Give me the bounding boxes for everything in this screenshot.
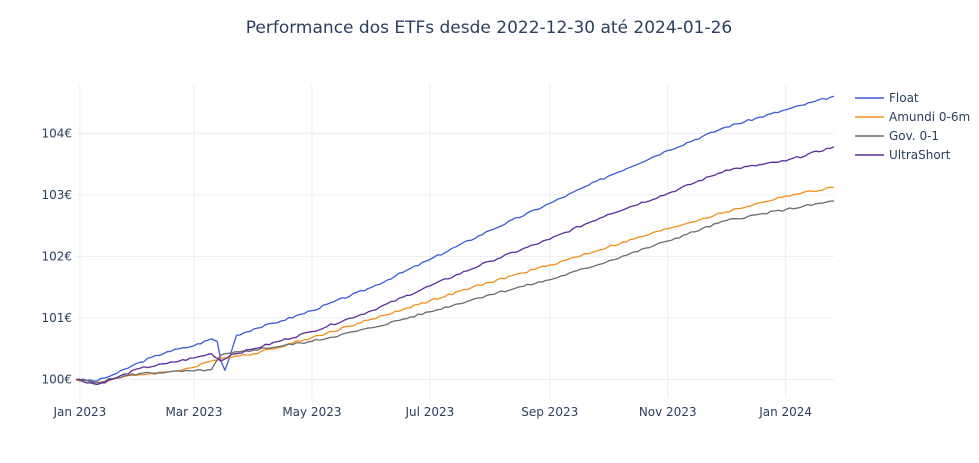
x-tick-label: Jan 2023 [52,405,106,419]
legend-item[interactable]: Amundi 0-6m [855,110,970,124]
legend-item[interactable]: UltraShort [855,148,951,162]
x-tick-label: Jul 2023 [404,405,454,419]
chart-title: Performance dos ETFs desde 2022-12-30 at… [246,18,732,38]
series-line-2 [75,200,835,384]
x-tick-label: Nov 2023 [639,405,697,419]
series-line-1 [75,186,835,384]
legend-label: Amundi 0-6m [889,110,970,124]
grid-layer [76,84,834,398]
legend-item[interactable]: Gov. 0-1 [855,129,939,143]
series-line-3 [75,146,835,386]
y-tick-label: 100€ [41,373,72,387]
series-line-0 [75,95,835,382]
legend-label: UltraShort [889,148,951,162]
y-tick-label: 103€ [41,188,72,202]
y-tick-label: 101€ [41,311,72,325]
legend-label: Float [889,91,919,105]
x-tick-label: Jan 2024 [758,405,812,419]
x-tick-label: May 2023 [282,405,341,419]
axis-layer: Jan 2023 Mar 2023 May 2023 Jul 2023 Sep 2023… [41,126,812,419]
x-tick-label: Mar 2023 [165,405,222,419]
y-tick-label: 102€ [41,249,72,263]
series-layer [75,95,835,386]
x-tick-label: Sep 2023 [521,405,578,419]
legend-item[interactable]: Float [855,91,919,105]
legend-label: Gov. 0-1 [889,129,939,143]
y-tick-label: 104€ [41,126,72,140]
legend[interactable]: Float Amundi 0-6m Gov. 0-1 UltraShort [855,91,970,162]
